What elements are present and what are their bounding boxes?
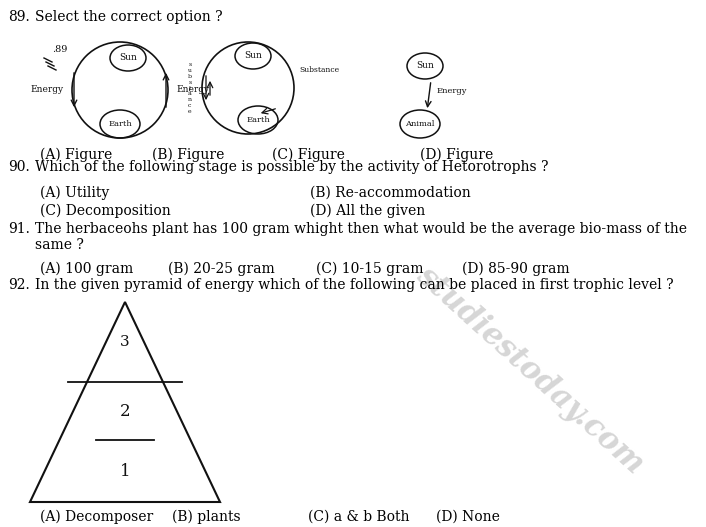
Text: 1: 1 — [120, 463, 131, 480]
Text: (D) Figure: (D) Figure — [420, 148, 493, 162]
Text: (C) Figure: (C) Figure — [272, 148, 345, 162]
Text: Sun: Sun — [416, 62, 434, 71]
Text: Sun: Sun — [244, 52, 262, 61]
Text: Energy: Energy — [176, 85, 209, 94]
Text: 89.: 89. — [8, 10, 30, 24]
Text: (C) 10-15 gram: (C) 10-15 gram — [316, 262, 424, 276]
Text: In the given pyramid of energy which of the following can be placed in first tro: In the given pyramid of energy which of … — [35, 278, 674, 292]
Text: Sun: Sun — [119, 54, 137, 63]
Text: (B) Figure: (B) Figure — [152, 148, 225, 162]
Text: Which of the following stage is possible by the activity of Hetorotrophs ?: Which of the following stage is possible… — [35, 160, 549, 174]
Text: Energy: Energy — [31, 85, 64, 94]
Text: (A) 100 gram: (A) 100 gram — [40, 262, 133, 276]
Text: Select the correct option ?: Select the correct option ? — [35, 10, 222, 24]
Text: (C) Decomposition: (C) Decomposition — [40, 204, 171, 218]
Text: 2: 2 — [120, 403, 131, 419]
Text: Earth: Earth — [108, 120, 132, 128]
Text: s
u
b
s
t
a
n
c
e: s u b s t a n c e — [188, 62, 192, 114]
Text: (B) 20-25 gram: (B) 20-25 gram — [168, 262, 275, 276]
Text: The herbaceohs plant has 100 gram whight then what would be the average bio-mass: The herbaceohs plant has 100 gram whight… — [35, 222, 687, 236]
Text: Substance: Substance — [299, 66, 339, 74]
Text: (A) Utility: (A) Utility — [40, 186, 109, 200]
Text: 3: 3 — [120, 335, 130, 349]
Text: studiestoday.com: studiestoday.com — [410, 260, 650, 480]
Text: (B) Re-accommodation: (B) Re-accommodation — [310, 186, 471, 200]
Text: .89: .89 — [52, 45, 67, 54]
Text: Energy: Energy — [437, 87, 467, 95]
Text: 92.: 92. — [8, 278, 30, 292]
Text: (D) None: (D) None — [436, 510, 500, 524]
Text: (B) plants: (B) plants — [172, 510, 241, 524]
Text: Animal: Animal — [405, 120, 435, 128]
Text: Earth: Earth — [246, 116, 270, 124]
Text: (A) Decomposer: (A) Decomposer — [40, 510, 153, 524]
Text: (A) Figure: (A) Figure — [40, 148, 112, 162]
Text: same ?: same ? — [35, 238, 84, 252]
Text: (D) 85-90 gram: (D) 85-90 gram — [462, 262, 570, 276]
Text: (C) a & b Both: (C) a & b Both — [308, 510, 409, 524]
Text: (D) All the given: (D) All the given — [310, 204, 425, 218]
Text: 90.: 90. — [8, 160, 30, 174]
Text: 91.: 91. — [8, 222, 30, 236]
